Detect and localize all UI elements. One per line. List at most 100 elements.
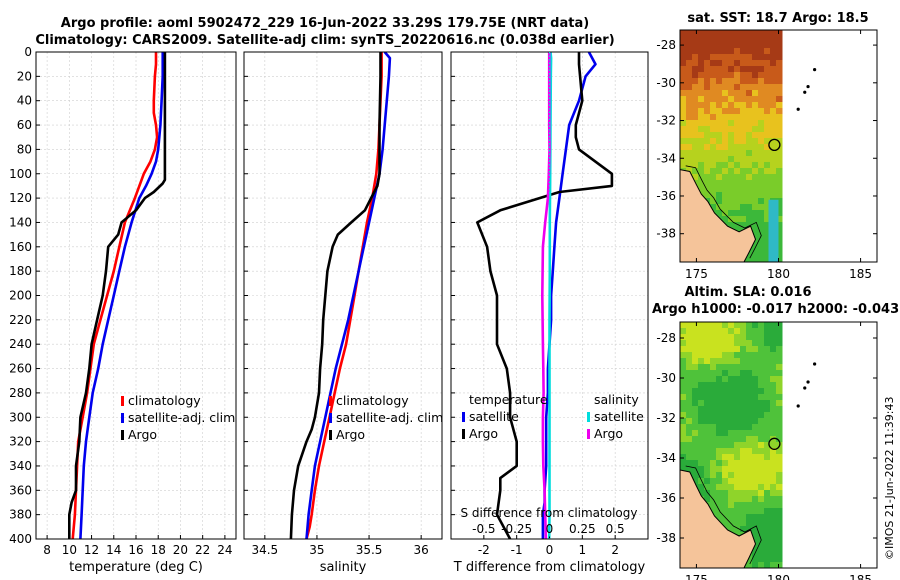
- temperature-xtick-label: 16: [128, 543, 143, 557]
- sst-map-land: [680, 169, 757, 262]
- sst-map-ytick-label: -30: [656, 76, 676, 90]
- sla-map-island: [806, 380, 810, 384]
- sla-map-ytick-label: -36: [656, 491, 676, 505]
- sst-map-island: [796, 107, 800, 111]
- temperature-legend-label: climatology: [128, 393, 201, 408]
- temperature-xtick-label: 20: [173, 543, 188, 557]
- temperature-legend-label: satellite-adj. clim: [128, 410, 235, 425]
- sla-map-subtitle: Argo h1000: -0.017 h2000: -0.043: [652, 302, 899, 317]
- chart-title-line2: Climatology: CARS2009. Satellite-adj cli…: [35, 33, 615, 48]
- sst-map-island: [813, 68, 817, 72]
- sla-map-image: [680, 322, 877, 568]
- sla-map-ytick-label: -34: [656, 451, 676, 465]
- difference-xtick-label: 1: [579, 543, 587, 557]
- temperature-ytick-label: 0: [24, 45, 32, 59]
- temperature-series-argo: [68, 52, 167, 539]
- sla-map-ytick-label: -38: [656, 531, 676, 545]
- imos-watermark: ©IMOS 21-Jun-2022 11:39:43: [883, 396, 896, 560]
- difference-legend-salinity-title: salinity: [594, 392, 639, 407]
- difference-s-tick-label: 0: [546, 522, 554, 536]
- sla-map-ytick-label: -30: [656, 371, 676, 385]
- difference-legend-salinity-label: Argo: [594, 426, 623, 441]
- temperature-legend-marker: [121, 396, 124, 406]
- difference-legend-salinity-marker: [587, 429, 590, 439]
- sst-map-xtick-label: 185: [849, 267, 872, 281]
- temperature-ytick-label: 400: [9, 532, 32, 546]
- sla-map-ytick-label: -28: [656, 331, 676, 345]
- sst-map-image: [680, 30, 877, 262]
- temperature-ytick-label: 300: [9, 410, 32, 424]
- temperature-xtick-label: 24: [217, 543, 232, 557]
- salinity-legend-marker: [329, 430, 332, 440]
- temperature-ytick-label: 380: [9, 508, 32, 522]
- sla-map-argo-marker: [768, 437, 781, 450]
- sla-map-xtick-label: 180: [767, 573, 790, 580]
- temperature-ytick-label: 180: [9, 264, 32, 278]
- difference-legend-temperature-marker: [462, 412, 465, 422]
- chart-title-line1: Argo profile: aoml 5902472_229 16-Jun-20…: [60, 16, 590, 31]
- sst-map-xtick-label: 180: [767, 267, 790, 281]
- difference-legend-temperature-title: temperature: [469, 392, 548, 407]
- sst-map-island: [806, 84, 810, 89]
- salinity-legend-marker: [329, 413, 332, 423]
- difference-s-tick-label: 0.25: [569, 522, 596, 536]
- sst-map-ytick-label: -34: [656, 151, 676, 165]
- difference-grid: [451, 51, 648, 540]
- difference-legend-temperature-label: Argo: [469, 426, 498, 441]
- temperature-ytick-label: 160: [9, 240, 32, 254]
- sla-map-xtick-label: 185: [849, 573, 872, 580]
- sla-map-land: [680, 469, 757, 568]
- temperature-ytick-label: 200: [9, 289, 32, 303]
- sst-map-ytick-label: -36: [656, 189, 676, 203]
- temperature-ytick-label: 240: [9, 337, 32, 351]
- temperature-ytick-label: 140: [9, 215, 32, 229]
- sst-map-argo-marker: [768, 138, 781, 152]
- sst-map-ytick-label: -32: [656, 114, 676, 128]
- temperature-xtick-label: 10: [62, 543, 77, 557]
- temperature-xtick-label: 14: [106, 543, 121, 557]
- difference-xtick-label: -1: [511, 543, 523, 557]
- sst-map-cool-strip: [768, 199, 779, 262]
- difference-xtick-label: 0: [546, 543, 554, 557]
- sla-map-title: Altim. SLA: 0.016: [685, 285, 812, 300]
- temperature-xtick-label: 12: [84, 543, 99, 557]
- difference-legend-temperature-marker: [462, 429, 465, 439]
- temperature-grid: [36, 51, 236, 540]
- temperature-legend-label: Argo: [128, 427, 157, 442]
- salinity-xtick-label: 35.5: [356, 543, 383, 557]
- sla-map-island: [803, 386, 807, 390]
- temperature-ytick-label: 260: [9, 362, 32, 376]
- difference-xtick-label: -2: [478, 543, 490, 557]
- difference-legend-salinity-marker: [587, 412, 590, 422]
- salinity-legend-marker: [329, 396, 332, 406]
- temperature-ytick-label: 120: [9, 191, 32, 205]
- difference-s-axis-label: S difference from climatology: [461, 506, 638, 520]
- sst-map-island: [803, 90, 807, 94]
- difference-xtick-label: 2: [611, 543, 619, 557]
- salinity-xtick-label: 36: [414, 543, 429, 557]
- sla-map-xtick-label: 175: [685, 573, 708, 580]
- salinity-legend-label: climatology: [336, 393, 409, 408]
- temperature-ytick-label: 80: [17, 142, 32, 156]
- sla-map-contour: [685, 465, 762, 565]
- difference-legend-temperature-label: satellite: [469, 409, 519, 424]
- temperature-legend-marker: [121, 430, 124, 440]
- temperature-ytick-label: 320: [9, 435, 32, 449]
- temperature-xtick-label: 22: [195, 543, 210, 557]
- sst-map-xtick-label: 175: [685, 267, 708, 281]
- salinity-xlabel: salinity: [320, 560, 367, 575]
- difference-s-tick-label: 0.5: [606, 522, 625, 536]
- salinity-series-argo: [289, 52, 382, 539]
- temperature-series-satellite-adj-clim: [79, 52, 164, 539]
- temperature-legend-marker: [121, 413, 124, 423]
- sla-map-ytick-label: -32: [656, 411, 676, 425]
- sla-map-island: [796, 404, 800, 408]
- salinity-xtick-label: 34.5: [251, 543, 278, 557]
- temperature-ytick-label: 280: [9, 386, 32, 400]
- temperature-ytick-label: 20: [17, 69, 32, 83]
- temperature-xtick-label: 8: [43, 543, 51, 557]
- salinity-series-satellite-adj-clim: [305, 52, 392, 539]
- difference-s-tick-label: -0.5: [472, 522, 495, 536]
- difference-xlabel: T difference from climatology: [453, 560, 646, 575]
- temperature-ytick-label: 100: [9, 167, 32, 181]
